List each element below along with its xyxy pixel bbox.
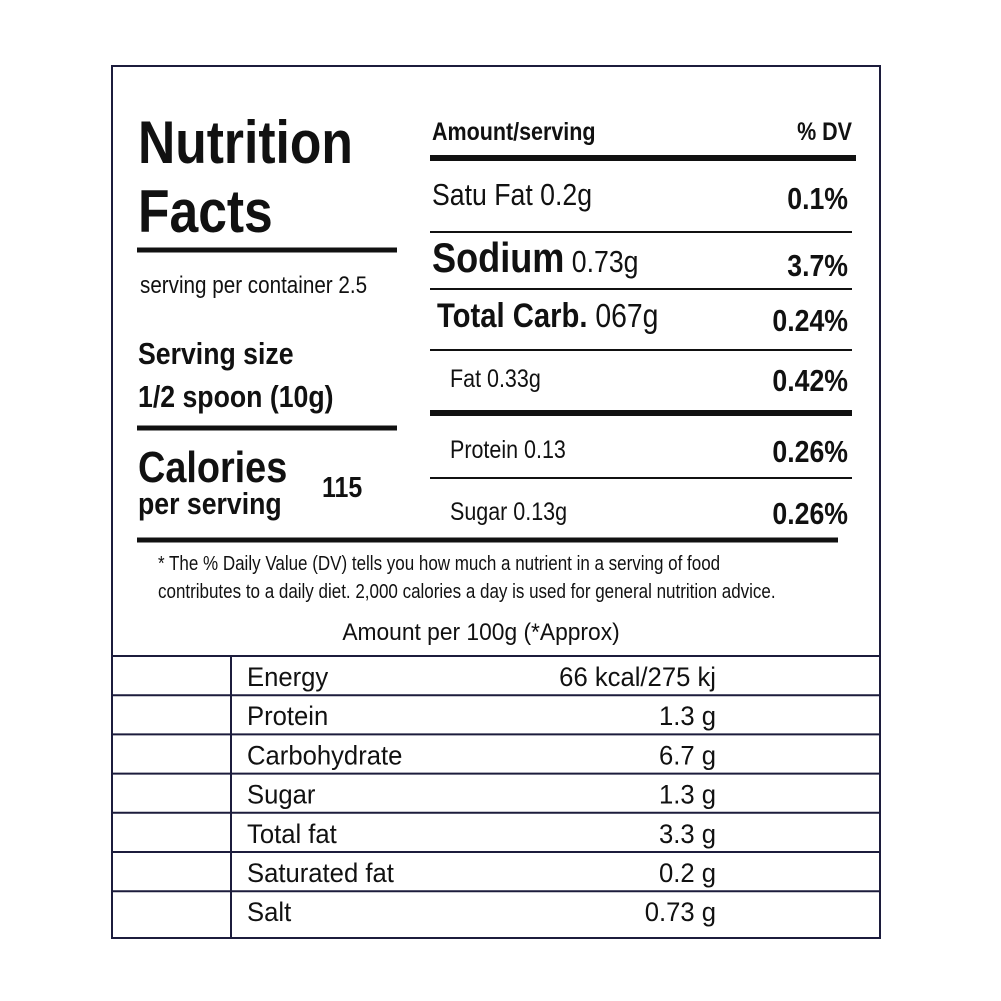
nutrient: Fat 0.33g [450, 364, 541, 392]
per100g-title: Amount per 100g (*Approx) [342, 618, 619, 645]
table-label: Protein [247, 701, 328, 732]
calories-sublabel: per serving [138, 487, 282, 521]
footnote-part: * The % Daily Value (DV) tells you how m… [158, 552, 720, 575]
table-label-part: Energy [247, 661, 329, 692]
nutrient: Total Carb. 067g [437, 296, 658, 335]
title: Nutrition [138, 108, 353, 176]
dv-header: Amount/serving [432, 117, 596, 145]
nutrient-part: Sodium [432, 236, 564, 282]
nutrient: Sugar 0.13g [450, 497, 567, 525]
table-value-part: 6.7 g [659, 740, 716, 771]
table-label-part: Saturated fat [247, 857, 395, 888]
nutrient-part: 0.33g [481, 364, 541, 392]
footnote: * The % Daily Value (DV) tells you how m… [158, 552, 720, 575]
daily-value-part: 0.26% [772, 435, 848, 469]
servings: serving per container 2.5 [140, 272, 367, 299]
daily-value: 0.42% [772, 364, 848, 398]
table-value: 1.3 g [659, 779, 716, 810]
nutrient-part: Total Carb. [437, 296, 587, 335]
table-value-part: 1.3 g [659, 779, 716, 810]
serving-size-value: 1/2 spoon (10g) [138, 380, 334, 414]
table-label-part: Protein [247, 701, 328, 732]
daily-value-part: 0.42% [772, 364, 848, 398]
table-value: 6.7 g [659, 740, 716, 771]
table-grid [112, 655, 880, 938]
footnote: contributes to a daily diet. 2,000 calor… [158, 580, 776, 603]
nutrient-part: 0.13g [507, 497, 567, 525]
table-value: 1.3 g [659, 701, 716, 732]
table-value: 66 kcal/275 kj [559, 661, 716, 692]
calories-value: 115 [322, 471, 362, 503]
title-part: Nutrition [138, 108, 353, 176]
daily-value: 3.7% [787, 249, 848, 283]
table-label: Sugar [247, 779, 316, 810]
calories-sublabel-part: per serving [138, 487, 282, 521]
table-label-part: Sugar [247, 779, 316, 810]
table-value: 3.3 g [659, 818, 716, 849]
calories-label: Calories [138, 442, 287, 491]
table-value-part: 3.3 g [659, 818, 716, 849]
title-part: Facts [138, 177, 273, 245]
calories-label-part: Calories [138, 442, 287, 491]
dv-header: % DV [797, 117, 852, 145]
nutrient: Sodium 0.73g [432, 236, 639, 282]
daily-value: 0.26% [772, 497, 848, 531]
table-label-part: Salt [247, 897, 292, 928]
table-label-part: Carbohydrate [247, 740, 402, 771]
table-value-part: 0.73 g [645, 897, 716, 928]
dv-header-part: % DV [797, 117, 852, 145]
table-value-part: 66 kcal/275 kj [559, 661, 716, 692]
table-label: Energy [247, 661, 329, 692]
daily-value-part: 0.24% [772, 304, 848, 338]
table-label: Saturated fat [247, 857, 395, 888]
table-label: Carbohydrate [247, 740, 402, 771]
nutrient-part: 0.2g [533, 178, 592, 212]
table-label-part: Total fat [247, 818, 337, 849]
calories-value-part: 115 [322, 471, 362, 503]
nutrient-part: Protein [450, 435, 518, 463]
nutrient-part: Fat [450, 364, 482, 392]
table-value: 0.2 g [659, 857, 716, 888]
nutrient: Satu Fat 0.2g [432, 178, 592, 212]
serving-size-label-part: Serving size [138, 337, 294, 371]
table-value-part: 1.3 g [659, 701, 716, 732]
nutrient-part: 0.73g [564, 245, 638, 279]
daily-value-part: 0.1% [787, 182, 848, 216]
daily-value: 0.1% [787, 182, 848, 216]
serving-size-label: Serving size [138, 337, 294, 371]
daily-value: 0.26% [772, 435, 848, 469]
table-value: 0.73 g [645, 897, 716, 928]
per100g-title-part: Amount per 100g (*Approx) [342, 618, 619, 645]
nutrient-part: Sugar [450, 497, 508, 525]
outer-border [111, 65, 881, 939]
serving-size-value-part: 1/2 spoon (10g) [138, 380, 334, 414]
table-label: Salt [247, 897, 292, 928]
nutrient: Protein 0.13 [450, 435, 566, 463]
footnote-part: contributes to a daily diet. 2,000 calor… [158, 580, 776, 603]
dv-header-part: Amount/serving [432, 117, 596, 145]
servings-part: serving per container 2.5 [140, 272, 367, 299]
nutrient-part: 067g [587, 297, 658, 335]
nutrient-part: 0.13 [518, 435, 566, 463]
daily-value-part: 3.7% [787, 249, 848, 283]
rules [137, 155, 856, 543]
daily-value: 0.24% [772, 304, 848, 338]
table-value-part: 0.2 g [659, 857, 716, 888]
nutrient-part: Satu Fat [432, 178, 533, 212]
daily-value-part: 0.26% [772, 497, 848, 531]
title: Facts [138, 177, 273, 245]
table-label: Total fat [247, 818, 337, 849]
